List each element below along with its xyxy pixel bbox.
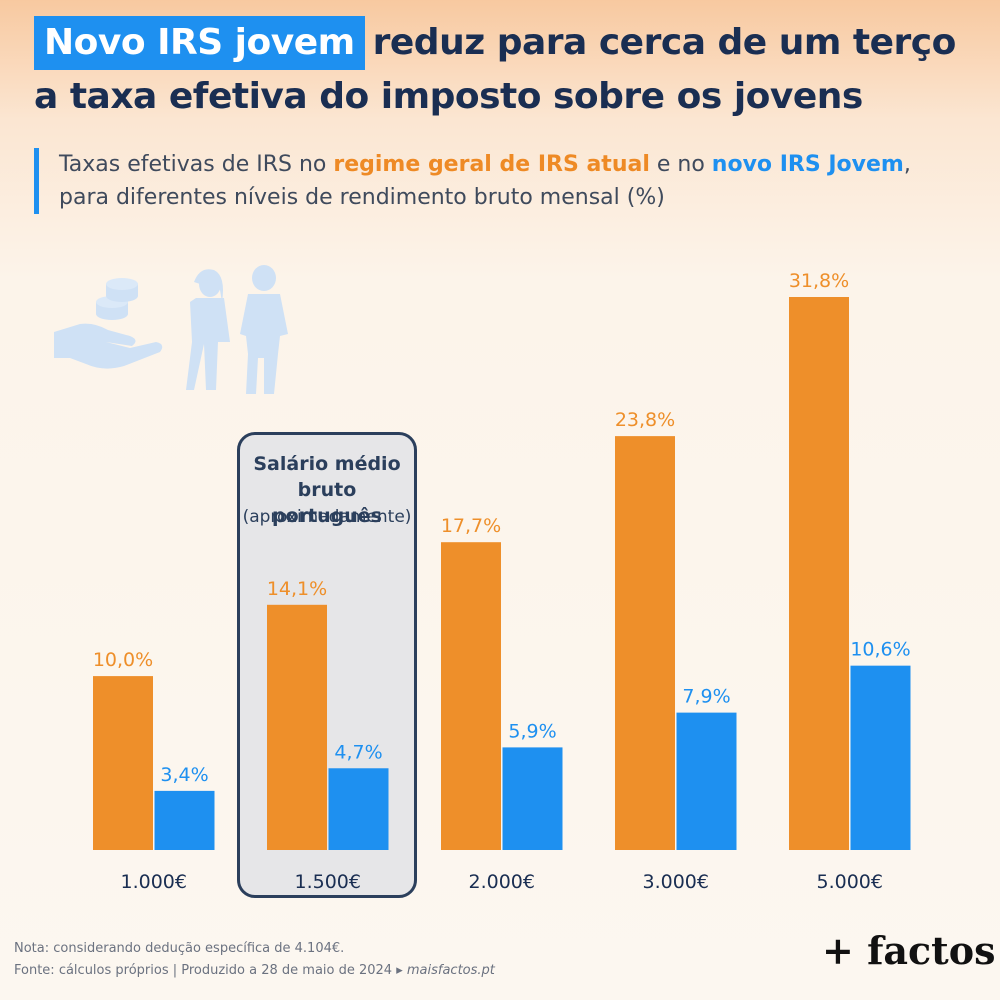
bar-atual-0 xyxy=(93,676,153,850)
footnote: Nota: considerando dedução específica de… xyxy=(14,938,495,982)
data-label-atual-2: 17,7% xyxy=(441,515,501,537)
data-label-jovem-3: 7,9% xyxy=(682,686,730,708)
highlight-subtitle: (aproximadamente) xyxy=(242,507,412,527)
footnote-site-link[interactable]: maisfactos.pt xyxy=(406,963,495,978)
title-highlight: Novo IRS jovem xyxy=(34,16,365,70)
illustration xyxy=(54,265,288,394)
bar-jovem-0 xyxy=(154,790,215,850)
bar-jovem-4 xyxy=(850,665,911,850)
young-people-icon xyxy=(186,265,288,394)
subtitle-line-1: Taxas efetivas de IRS no regime geral de… xyxy=(59,148,974,181)
data-label-jovem-2: 5,9% xyxy=(508,720,556,742)
category-label-4: 5.000€ xyxy=(817,871,883,893)
data-label-atual-0: 10,0% xyxy=(93,649,153,671)
category-label-1: 1.500€ xyxy=(295,871,361,893)
data-label-jovem-4: 10,6% xyxy=(850,639,910,661)
bar-jovem-1 xyxy=(328,768,389,850)
highlight-title: Salário médio bruto português xyxy=(240,451,414,529)
subtitle-blue-series: novo IRS Jovem xyxy=(711,152,904,177)
subtitle-text-3: , xyxy=(903,152,911,177)
title-line-1: Novo IRS jovem reduz para cerca de um ter… xyxy=(34,16,974,70)
footnote-nota: Nota: considerando dedução específica de… xyxy=(14,941,345,956)
chart-title: Novo IRS jovem reduz para cerca de um ter… xyxy=(34,16,974,124)
footnote-source: Fonte: cálculos próprios | Produzido a 2… xyxy=(14,960,495,982)
hand-coins-icon xyxy=(54,278,163,369)
highlight-title-line-2: bruto português xyxy=(272,479,382,527)
category-label-0: 1.000€ xyxy=(121,871,187,893)
bar-atual-1 xyxy=(267,604,327,850)
subtitle-line-2: para diferentes níveis de rendimento bru… xyxy=(59,185,665,210)
brand-logo: + factos xyxy=(822,928,996,973)
subtitle-orange-series: regime geral de IRS atual xyxy=(333,152,650,177)
data-label-atual-1: 14,1% xyxy=(267,578,327,600)
bar-atual-4 xyxy=(789,297,849,850)
subtitle-text-1: Taxas efetivas de IRS no xyxy=(59,152,334,177)
bar-jovem-2 xyxy=(502,747,563,850)
subtitle-text-2: e no xyxy=(649,152,712,177)
bar-atual-3 xyxy=(615,436,675,850)
data-label-jovem-0: 3,4% xyxy=(160,764,208,786)
bar-atual-2 xyxy=(441,542,501,850)
title-line-1-rest: reduz para cerca de um terço xyxy=(372,22,957,63)
footnote-source-text: Fonte: cálculos próprios | Produzido a 2… xyxy=(14,963,407,978)
highlight-title-line-1: Salário médio xyxy=(253,453,401,475)
category-label-2: 2.000€ xyxy=(469,871,535,893)
chart-subtitle: Taxas efetivas de IRS no regime geral de… xyxy=(34,148,974,214)
bar-jovem-3 xyxy=(676,712,737,850)
data-label-atual-4: 31,8% xyxy=(789,270,849,292)
title-line-2: a taxa efetiva do imposto sobre os joven… xyxy=(34,76,863,117)
category-label-3: 3.000€ xyxy=(643,871,709,893)
data-label-jovem-1: 4,7% xyxy=(334,741,382,763)
data-label-atual-3: 23,8% xyxy=(615,409,675,431)
